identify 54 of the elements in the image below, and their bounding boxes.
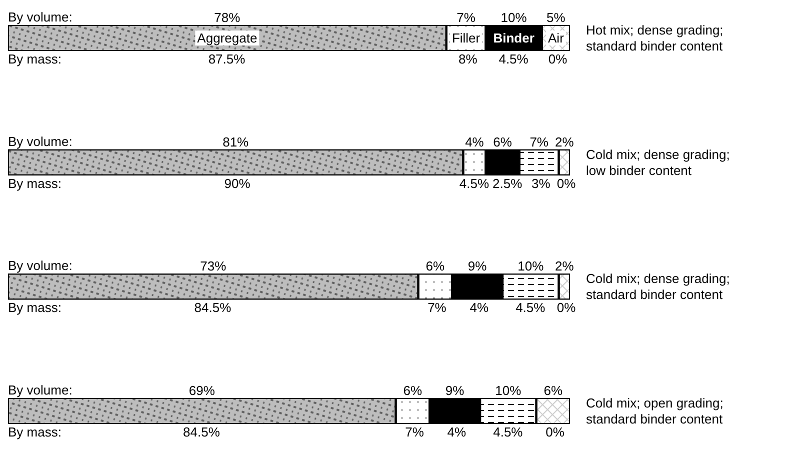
y-tick-label: Cold mix; dense grading; low binder content <box>586 146 730 178</box>
annotation: 7% <box>405 424 424 440</box>
data-label: 9% <box>445 383 465 398</box>
annotation: 2.5% <box>492 176 523 191</box>
data-label: 9% <box>468 258 488 274</box>
annotation: By mass: <box>8 300 62 316</box>
annotation: 0% <box>546 424 565 440</box>
data-label: 6% <box>426 258 445 274</box>
data-label: 6% <box>493 134 512 150</box>
annotation: 4% <box>447 424 466 440</box>
data-label: 81% <box>222 134 250 150</box>
data-label: 6% <box>403 383 422 398</box>
data-label: 2% <box>554 258 574 274</box>
data-label: 10% <box>495 383 522 398</box>
annotation: 0% <box>556 176 576 191</box>
annotation: By mass: <box>8 176 62 191</box>
data-label: 2% <box>554 134 574 150</box>
annotation: By mass: <box>8 52 62 66</box>
y-tick-label: Cold mix; open grading; standard binder content <box>586 396 724 426</box>
annotation: 8% <box>458 52 478 66</box>
y-tick-label: Cold mix; dense grading; standard binder content <box>586 271 730 302</box>
annotation: 87.5% <box>208 52 246 66</box>
y-tick-label: Hot mix; dense grading; standard binder content <box>586 22 724 54</box>
series-label: Aggregate <box>197 30 258 46</box>
annotation: 84.5% <box>194 300 232 316</box>
data-label: 10% <box>500 10 528 25</box>
data-label: 7% <box>530 134 549 150</box>
annotation: 4.5% <box>498 52 529 66</box>
annotation: 4% <box>470 300 489 316</box>
annotation: By volume: <box>8 258 72 274</box>
series-label: Air <box>548 30 565 46</box>
annotation: 3% <box>532 176 551 191</box>
data-label: 7% <box>456 10 476 25</box>
data-label: 5% <box>546 10 566 25</box>
annotation: By volume: <box>8 134 72 149</box>
annotation: By volume: <box>8 10 72 24</box>
annotation: 0% <box>556 300 576 316</box>
data-label: 69% <box>188 383 216 398</box>
annotation: By volume: <box>8 382 72 398</box>
annotation: 84.5% <box>183 424 220 440</box>
series-label: Filler <box>452 30 481 46</box>
annotation: By mass: <box>8 424 62 440</box>
data-label: 6% <box>544 383 563 398</box>
data-label: 78% <box>214 10 241 25</box>
data-label: 4% <box>465 134 484 150</box>
data-label: 73% <box>200 258 227 274</box>
annotation: 90% <box>224 176 251 191</box>
annotation: 7% <box>428 300 447 316</box>
annotation: 4.5% <box>493 424 524 440</box>
series-label: Binder <box>493 30 534 46</box>
data-label: 10% <box>518 258 544 274</box>
annotation: 4.5% <box>516 300 546 316</box>
annotation: 4.5% <box>459 176 490 191</box>
annotation: 0% <box>548 52 568 66</box>
